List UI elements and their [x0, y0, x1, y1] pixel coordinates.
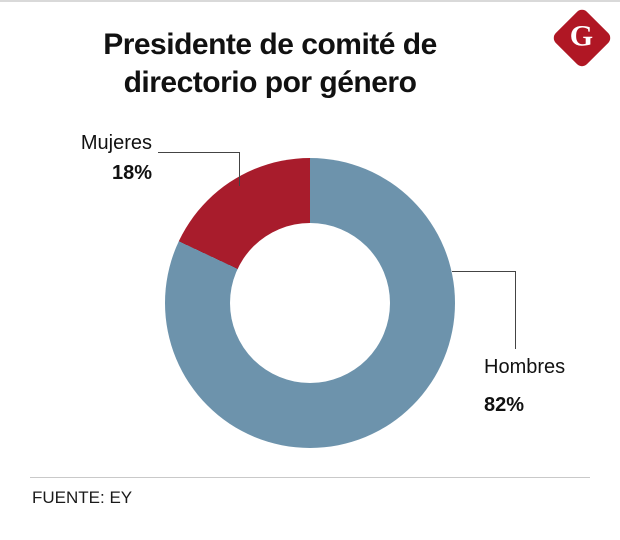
mujeres-callout-line-horizontal [158, 152, 240, 153]
hombres-callout-line-vertical [515, 271, 516, 349]
mujeres-label-name: Mujeres [80, 132, 152, 154]
gestion-logo: G [550, 6, 614, 70]
chart-title: Presidente de comité de directorio por g… [0, 26, 540, 102]
donut-hole [230, 223, 390, 383]
donut-chart [165, 158, 455, 448]
hombres-callout-line-horizontal [452, 271, 516, 272]
source-text: FUENTE: EY [32, 488, 133, 507]
chart-title-line1: Presidente de comité de [103, 28, 437, 61]
chart-title-line2: directorio por género [123, 66, 417, 99]
hombres-label-value: 82% [484, 394, 525, 416]
hombres-label-name: Hombres [484, 356, 566, 378]
footer-divider [30, 477, 590, 478]
mujeres-callout-line-vertical [239, 152, 240, 186]
mujeres-label: Mujeres 18% [40, 130, 152, 186]
top-divider [0, 0, 620, 2]
hombres-label: Hombres 82% [484, 354, 604, 418]
mujeres-label-value: 18% [111, 162, 152, 184]
gestion-logo-letter: G [570, 19, 594, 53]
